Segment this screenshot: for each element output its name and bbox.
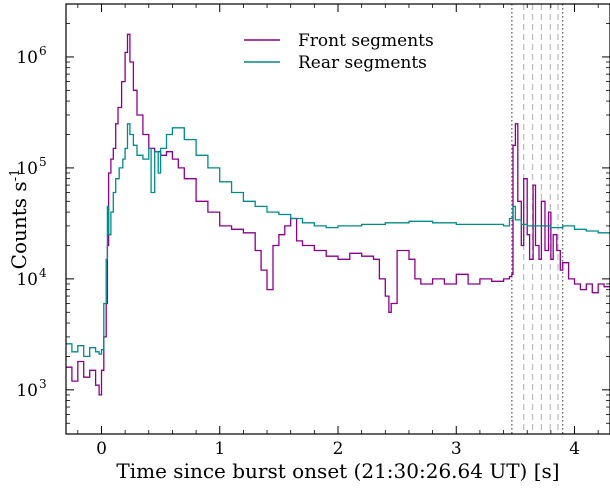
series-line-rear bbox=[66, 123, 610, 358]
x-tick-label: 4 bbox=[569, 439, 580, 459]
y-tick-label-exponent: 3 bbox=[39, 377, 47, 391]
x-tick-labels: 0 1 2 3 4 bbox=[96, 439, 580, 459]
legend-label-front: Front segments bbox=[298, 31, 434, 51]
legend: Front segments Rear segments bbox=[244, 31, 434, 73]
y-tick-label-exponent: 5 bbox=[39, 155, 47, 169]
y-tick-label-exponent: 4 bbox=[39, 266, 47, 280]
x-tick-label: 1 bbox=[214, 439, 225, 459]
series-layer bbox=[66, 33, 610, 396]
y-tick-label-exponent: 6 bbox=[39, 44, 47, 58]
y-tick-label: 10 bbox=[16, 381, 38, 401]
y-axis-label: Counts s-1 bbox=[7, 169, 31, 270]
y-tick-label: 10 bbox=[16, 270, 38, 290]
reference-lines bbox=[511, 4, 564, 434]
y-axis-label-exponent: -1 bbox=[8, 169, 23, 182]
y-tick-label: 10 bbox=[16, 159, 38, 179]
x-tick-label: 3 bbox=[451, 439, 462, 459]
x-tick-label: 2 bbox=[333, 439, 344, 459]
x-tick-label: 0 bbox=[96, 439, 107, 459]
axis-ticks bbox=[66, 3, 610, 435]
y-tick-label: 10 bbox=[16, 48, 38, 68]
x-axis-label: Time since burst onset (21:30:26.64 UT) … bbox=[116, 459, 559, 483]
series-line-front bbox=[66, 33, 610, 396]
legend-label-rear: Rear segments bbox=[298, 53, 427, 73]
y-axis-label-main: Counts s bbox=[7, 181, 31, 269]
